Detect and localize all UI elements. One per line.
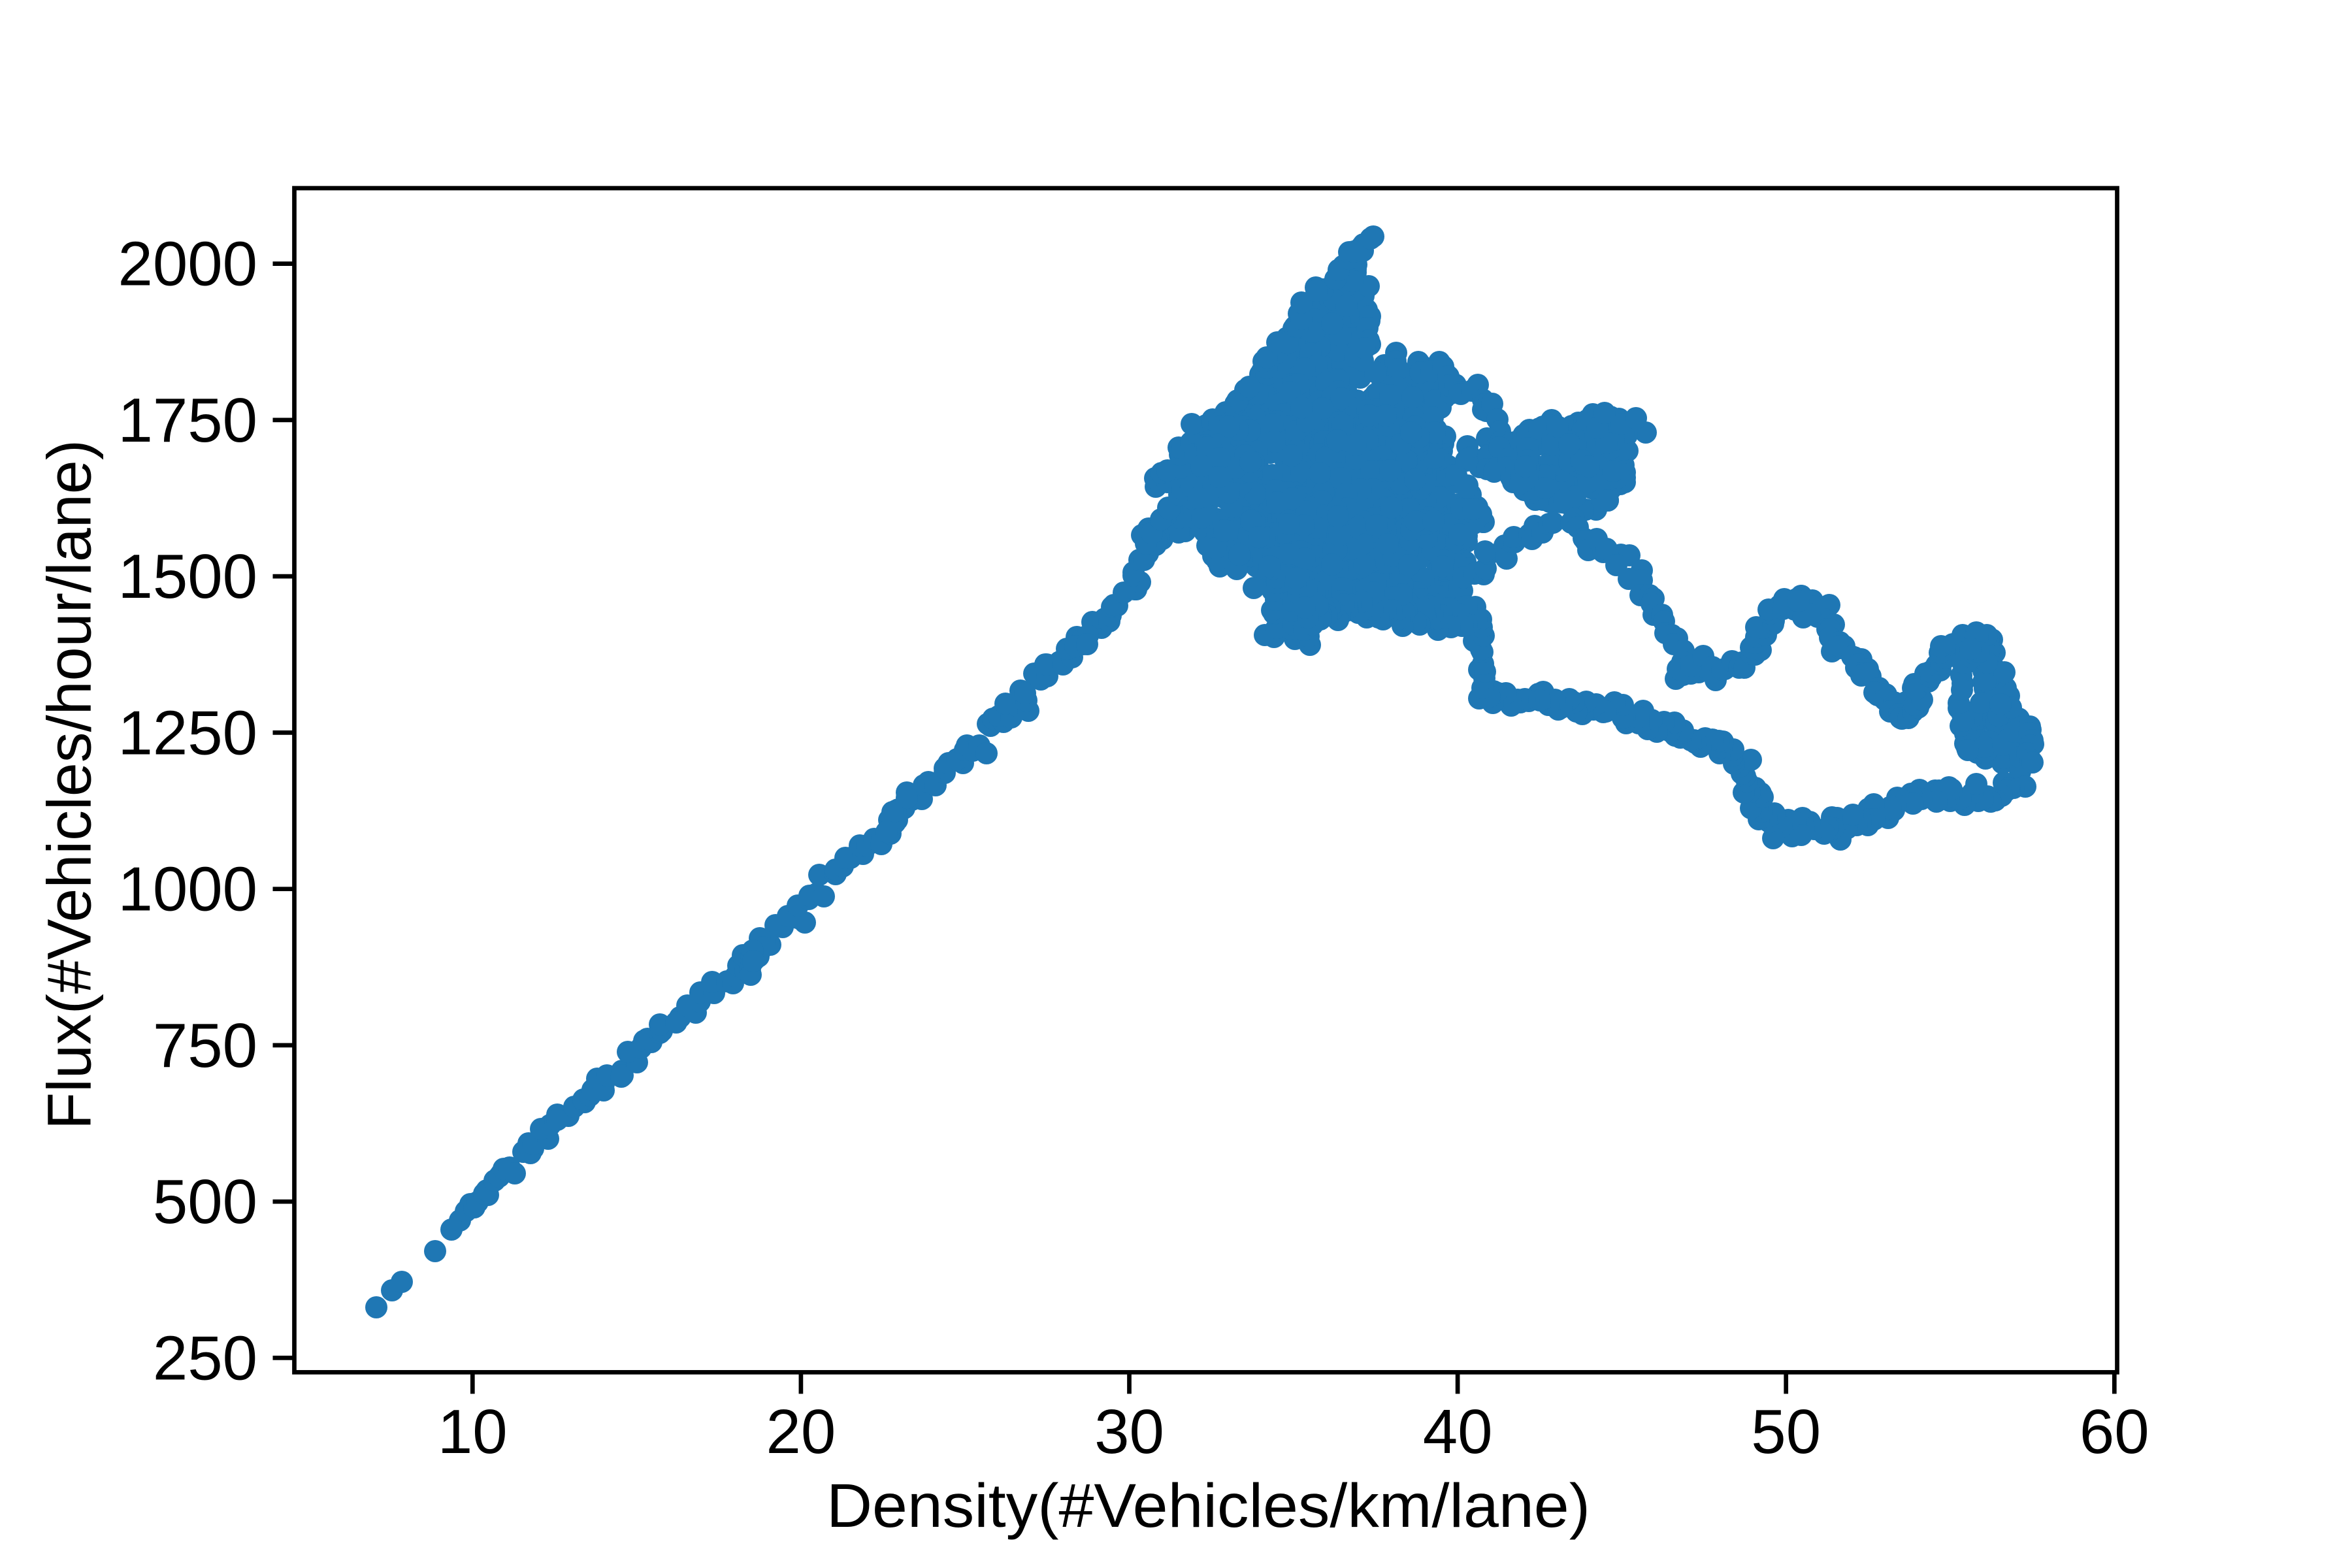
svg-text:1250: 1250 (118, 698, 257, 768)
svg-text:1500: 1500 (118, 542, 257, 612)
svg-text:30: 30 (1094, 1397, 1164, 1467)
svg-text:Flux(#Vehicles/hour/lane): Flux(#Vehicles/hour/lane) (35, 440, 105, 1130)
svg-text:1750: 1750 (118, 385, 257, 455)
svg-text:1000: 1000 (118, 855, 257, 924)
svg-text:250: 250 (153, 1323, 257, 1393)
svg-text:Density(#Vehicles/km/lane): Density(#Vehicles/km/lane) (826, 1471, 1590, 1541)
svg-text:2000: 2000 (118, 229, 257, 299)
svg-text:750: 750 (153, 1011, 257, 1081)
svg-text:40: 40 (1423, 1397, 1493, 1467)
svg-text:50: 50 (1751, 1397, 1821, 1467)
svg-text:20: 20 (766, 1397, 836, 1467)
svg-text:60: 60 (2080, 1397, 2149, 1467)
svg-text:500: 500 (153, 1167, 257, 1237)
svg-text:10: 10 (438, 1397, 508, 1467)
